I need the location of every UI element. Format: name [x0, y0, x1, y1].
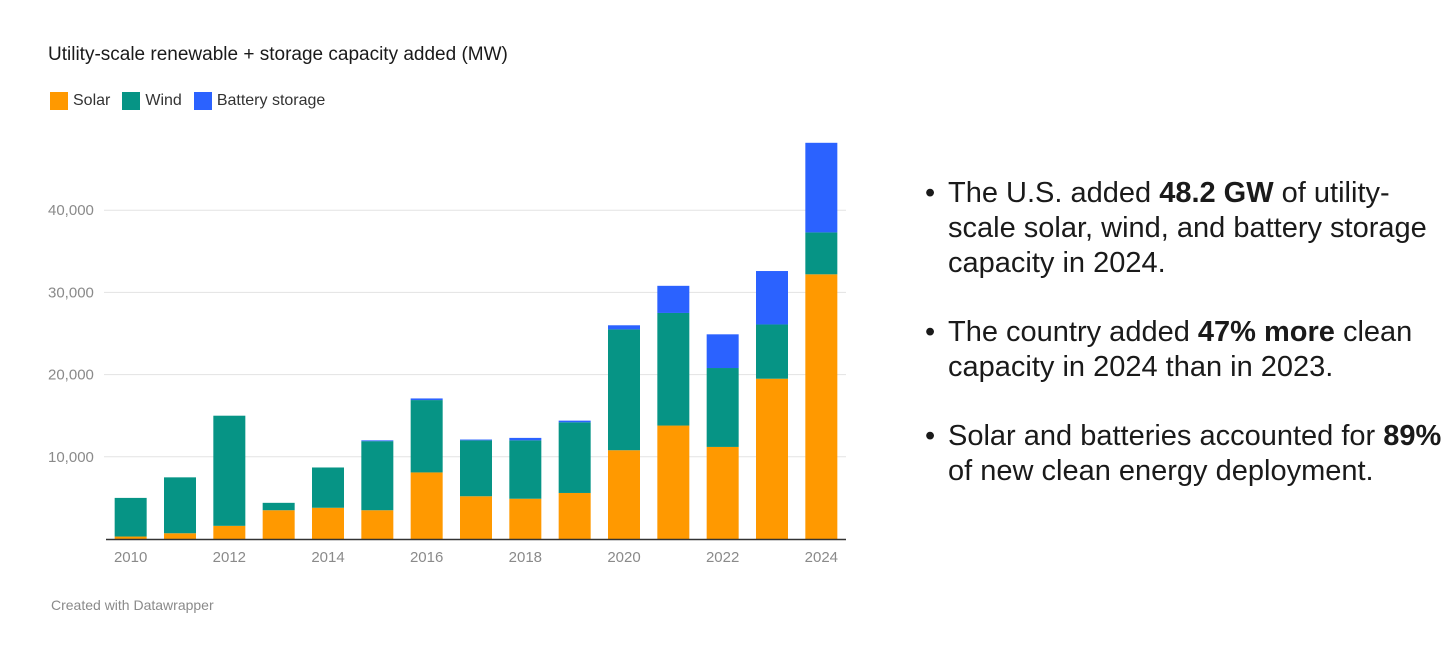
- bar-solar-2012: [213, 525, 246, 539]
- bar-wind-2021: [657, 312, 690, 426]
- bar-solar-2021: [657, 425, 690, 539]
- bullet-symbol: •: [925, 316, 936, 348]
- x-tick-label: 2018: [509, 549, 542, 566]
- bullet-list: • The U.S. added 48.2 GW of utility-scal…: [925, 176, 1445, 523]
- bar-battery-storage-2018: [509, 437, 542, 441]
- bar-wind-2013: [262, 502, 295, 511]
- bar-wind-2018: [509, 440, 542, 499]
- bullet-item: • Solar and batteries accounted for 89% …: [925, 419, 1445, 489]
- x-tick-label: 2020: [607, 549, 640, 566]
- bar-solar-2011: [164, 533, 196, 539]
- x-tick-label: 2014: [311, 549, 344, 566]
- y-tick-label: 40,000: [48, 202, 94, 219]
- bar-battery-storage-2017: [460, 439, 492, 441]
- bar-wind-2015: [361, 441, 394, 511]
- x-tick-label: 2022: [706, 549, 739, 566]
- bar-battery-storage-2016: [410, 398, 443, 401]
- bullet-text: The country added 47% more clean capacit…: [948, 316, 1413, 383]
- bar-solar-2022: [706, 446, 739, 539]
- bar-wind-2011: [164, 477, 196, 534]
- bullet-item: • The country added 47% more clean capac…: [925, 315, 1445, 385]
- legend-label-solar: Solar: [73, 92, 111, 109]
- legend: Solar Wind Battery storage: [50, 92, 325, 110]
- bar-solar-2014: [312, 507, 344, 539]
- x-tick-label: 2016: [410, 549, 443, 566]
- legend-swatch-solar: [50, 92, 68, 110]
- bar-battery-storage-2019: [558, 420, 591, 423]
- bar-solar-2018: [509, 498, 542, 539]
- y-tick-label: 20,000: [48, 367, 94, 384]
- bar-wind-2017: [460, 440, 492, 497]
- axis-layer: 10,000 20,000 30,000 40,000 2010 2012 2014 2016…: [48, 202, 846, 566]
- bar-solar-2020: [608, 450, 640, 539]
- bar-battery-storage-2022: [706, 334, 739, 369]
- x-tick-label: 2010: [114, 549, 147, 566]
- bullet-highlight: 47% more: [1197, 316, 1335, 348]
- bullet-item: • The U.S. added 48.2 GW of utility-scal…: [925, 176, 1445, 281]
- bullet-highlight: 89%: [1383, 420, 1442, 452]
- bar-solar-2023: [756, 378, 788, 539]
- bar-solar-2010: [114, 536, 147, 539]
- bar-wind-2024: [805, 232, 838, 275]
- bar-solar-2015: [361, 510, 394, 539]
- chart-title: Utility-scale renewable + storage capaci…: [48, 44, 508, 65]
- credit-note: Created with Datawrapper: [51, 597, 214, 613]
- bar-solar-2017: [460, 496, 492, 539]
- legend-item-wind: Wind: [122, 92, 182, 110]
- bar-battery-storage-2021: [657, 285, 690, 313]
- legend-label-battery: Battery storage: [216, 92, 326, 109]
- bar-wind-2019: [558, 422, 591, 493]
- bar-battery-storage-2023: [756, 271, 788, 325]
- bar-wind-2022: [706, 368, 739, 447]
- legend-label-wind: Wind: [145, 92, 182, 109]
- bullet-symbol: •: [925, 420, 936, 452]
- legend-swatch-wind: [122, 92, 141, 110]
- bar-battery-storage-2020: [608, 325, 640, 330]
- bar-layer: [114, 142, 838, 539]
- bar-solar-2013: [262, 510, 295, 539]
- chart-plot: 10,000 20,000 30,000 40,000 2010 2012 2014 2016…: [48, 142, 846, 566]
- bar-wind-2020: [608, 329, 640, 451]
- bullet-symbol: •: [925, 177, 936, 209]
- bar-battery-storage-2024: [805, 142, 838, 233]
- bar-solar-2016: [410, 472, 443, 539]
- bar-wind-2010: [114, 497, 147, 537]
- legend-item-solar: Solar: [50, 92, 110, 110]
- bullet-text: Solar and batteries accounted for 89% of…: [948, 420, 1442, 487]
- legend-swatch-battery: [193, 92, 212, 110]
- bar-wind-2014: [312, 467, 344, 508]
- bullet-highlight: 48.2 GW: [1159, 177, 1274, 209]
- bar-wind-2023: [756, 324, 788, 379]
- bar-solar-2024: [805, 274, 838, 539]
- bar-wind-2012: [213, 415, 246, 526]
- x-tick-label: 2024: [805, 549, 838, 566]
- legend-item-battery: Battery storage: [193, 92, 326, 110]
- y-tick-label: 10,000: [48, 449, 94, 466]
- bullet-text: The U.S. added 48.2 GW of utility-scale …: [948, 177, 1427, 279]
- bar-wind-2016: [410, 400, 443, 473]
- bar-solar-2019: [558, 492, 591, 539]
- bar-battery-storage-2015: [361, 440, 394, 442]
- x-tick-label: 2012: [213, 549, 246, 566]
- y-tick-label: 30,000: [48, 284, 94, 301]
